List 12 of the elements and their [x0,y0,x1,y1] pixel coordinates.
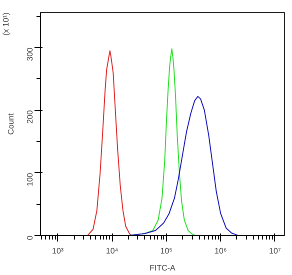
y-axis-title: Count [6,112,16,135]
x-tick-label: 10³ [52,246,64,256]
x-tick-label: 10⁶ [214,246,227,256]
y-tick-label: 300 [26,47,34,61]
y-tick-label: 200 [26,110,34,124]
x-tick-label: 10⁷ [269,246,281,256]
x-tick-label: 10⁴ [106,246,119,256]
x-axis-title: FITC-A [150,264,176,272]
x-tick-label: 10⁵ [160,246,172,256]
y-tick-label: 100 [26,172,34,186]
y-tick-label: 0 [26,234,34,240]
text: (x 10¹) [2,12,10,36]
